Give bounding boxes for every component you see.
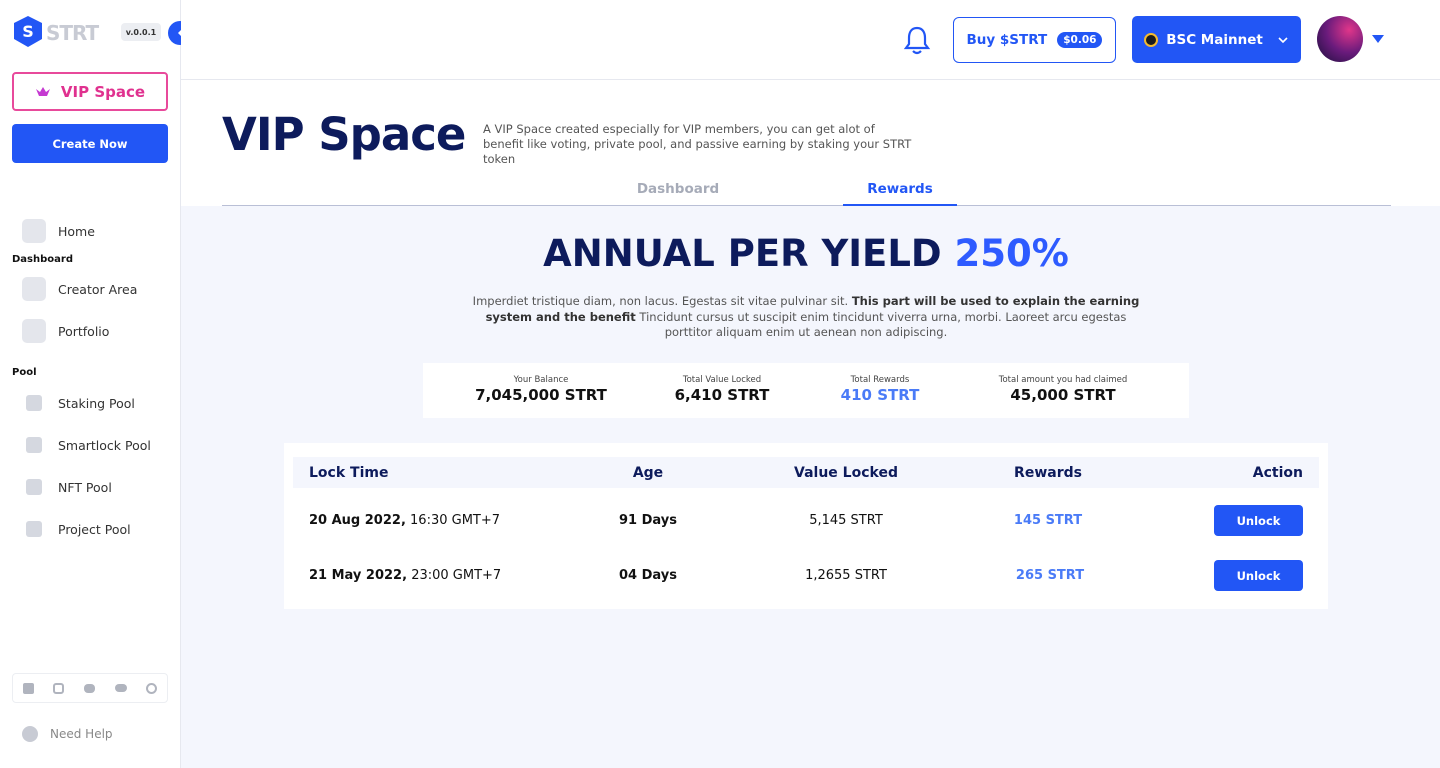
- stat-value: 7,045,000 STRT: [475, 386, 607, 404]
- nav-item[interactable]: Smartlock Pool: [22, 437, 151, 453]
- nav-item[interactable]: Staking Pool: [22, 395, 135, 411]
- stats-card: Your Balance 7,045,000 STRT Total Value L…: [423, 363, 1189, 418]
- tab[interactable]: Dashboard: [636, 181, 720, 197]
- lock-date: 20 Aug 2022,: [309, 513, 406, 528]
- bsc-icon: [1144, 32, 1159, 47]
- lock-hour: 23:00 GMT+7: [411, 568, 502, 583]
- lock-time: 20 Aug 2022, 16:30 GMT+7: [309, 513, 500, 528]
- reward: 265 STRT: [1015, 568, 1085, 583]
- tab-underline: [843, 204, 957, 206]
- headline-value: 250%: [954, 232, 1069, 275]
- intro-text: Tincidunt cursus ut suscipit enim tincid…: [639, 309, 1127, 340]
- reward: 145 STRT: [1013, 513, 1083, 528]
- section-title: Pool: [12, 367, 37, 378]
- price-badge: $0.06: [1057, 32, 1103, 48]
- avatar[interactable]: [1317, 16, 1363, 62]
- lock-hour: 16:30 GMT+7: [410, 513, 501, 528]
- social-bar: [12, 673, 168, 703]
- header: Buy $STRT $0.06 BSC Mainnet: [181, 0, 1440, 80]
- medium-icon[interactable]: [114, 684, 127, 692]
- stat-value: 6,410 STRT: [674, 386, 770, 404]
- nav-label: Project Pool: [58, 521, 131, 537]
- headline-text: ANNUAL PER YIELD: [543, 232, 942, 275]
- stat-label: Total Rewards: [850, 375, 910, 385]
- crown-icon: [35, 86, 50, 96]
- headline: ANNUAL PER YIELD 250%: [543, 232, 1069, 275]
- nav-item[interactable]: Creator Area: [22, 277, 137, 301]
- column-header: Age: [632, 465, 664, 481]
- stat-value: 45,000 STRT: [1010, 386, 1116, 404]
- stat: Total Value Locked 6,410 STRT: [675, 375, 770, 404]
- unlock-button[interactable]: Unlock: [1214, 560, 1303, 591]
- stat-label: Total Value Locked: [682, 375, 762, 385]
- tab-line: [222, 205, 1391, 206]
- section-title: Dashboard: [12, 254, 73, 265]
- nav-label: Staking Pool: [58, 395, 135, 411]
- nav-item[interactable]: NFT Pool: [22, 479, 112, 495]
- page-description: A VIP Space created especially for VIP m…: [483, 122, 912, 166]
- network-button[interactable]: BSC Mainnet: [1132, 16, 1301, 63]
- stat-label: Your Balance: [513, 375, 569, 385]
- sidebar: S STRT v.0.0.1 VIP Space Create Now Home…: [0, 0, 181, 768]
- nav-label: NFT Pool: [58, 479, 112, 495]
- nav-label: Home: [58, 223, 95, 239]
- age: 91 Days: [619, 513, 677, 528]
- chevron: [1278, 36, 1288, 43]
- telegram-icon[interactable]: [22, 682, 34, 694]
- column-header: Action: [1252, 465, 1303, 481]
- create-button[interactable]: Create Now: [12, 124, 168, 163]
- twitter-icon[interactable]: [83, 683, 95, 693]
- logo: S STRT: [14, 16, 101, 47]
- nav-item[interactable]: Project Pool: [22, 521, 131, 537]
- instagram-icon[interactable]: [53, 682, 65, 694]
- vip-button[interactable]: VIP Space: [12, 72, 168, 111]
- column-header: Lock Time: [309, 465, 389, 481]
- buy-button[interactable]: Buy $STRT $0.06: [953, 17, 1116, 63]
- stat-label: Total amount you had claimed: [998, 375, 1128, 385]
- nav-label: Creator Area: [58, 281, 138, 297]
- help-link[interactable]: Need Help: [22, 726, 113, 742]
- intro: Imperdiet tristique diam, non lacus. Ege…: [461, 294, 1151, 341]
- value-locked: 5,145 STRT: [809, 513, 883, 528]
- bell-icon[interactable]: [901, 24, 933, 56]
- page-title: VIP Space: [222, 108, 466, 161]
- nav-label: Smartlock Pool: [58, 437, 151, 453]
- value-locked: 1,2655 STRT: [805, 568, 887, 583]
- column-header: Rewards: [1014, 465, 1082, 481]
- network-label: BSC Mainnet: [1166, 31, 1263, 48]
- intro-bold: This part will be used to explain the ea…: [485, 294, 1140, 324]
- version-badge: v.0.0.1: [121, 23, 161, 41]
- intro-text: Imperdiet tristique diam, non lacus. Ege…: [472, 294, 849, 308]
- svg-text:STRT: STRT: [46, 21, 100, 45]
- collapse-icon: [178, 30, 181, 36]
- stat: Total Rewards 410 STRT: [841, 375, 920, 404]
- tab-active[interactable]: Rewards: [867, 181, 933, 197]
- svg-text:S: S: [22, 22, 34, 41]
- stat: Total amount you had claimed 45,000 STRT: [999, 375, 1128, 404]
- unlock-button[interactable]: Unlock: [1214, 505, 1303, 536]
- lock-time: 21 May 2022, 23:00 GMT+7: [309, 568, 501, 583]
- lock-date: 21 May 2022,: [309, 568, 408, 583]
- nav-item[interactable]: Home: [22, 219, 95, 243]
- help-label: Need Help: [50, 727, 113, 741]
- stat: Your Balance 7,045,000 STRT: [475, 375, 607, 404]
- account-caret[interactable]: [1371, 34, 1385, 44]
- stat-value: 410 STRT: [840, 386, 920, 404]
- nav-item[interactable]: Portfolio: [22, 319, 109, 343]
- buy-label: Buy $STRT: [966, 32, 1048, 48]
- age: 04 Days: [619, 568, 677, 583]
- github-icon[interactable]: [146, 682, 158, 694]
- nav-label: Portfolio: [58, 323, 110, 339]
- table-header: [293, 457, 1319, 488]
- column-header: Value Locked: [794, 465, 898, 481]
- vip-label: VIP Space: [60, 82, 146, 101]
